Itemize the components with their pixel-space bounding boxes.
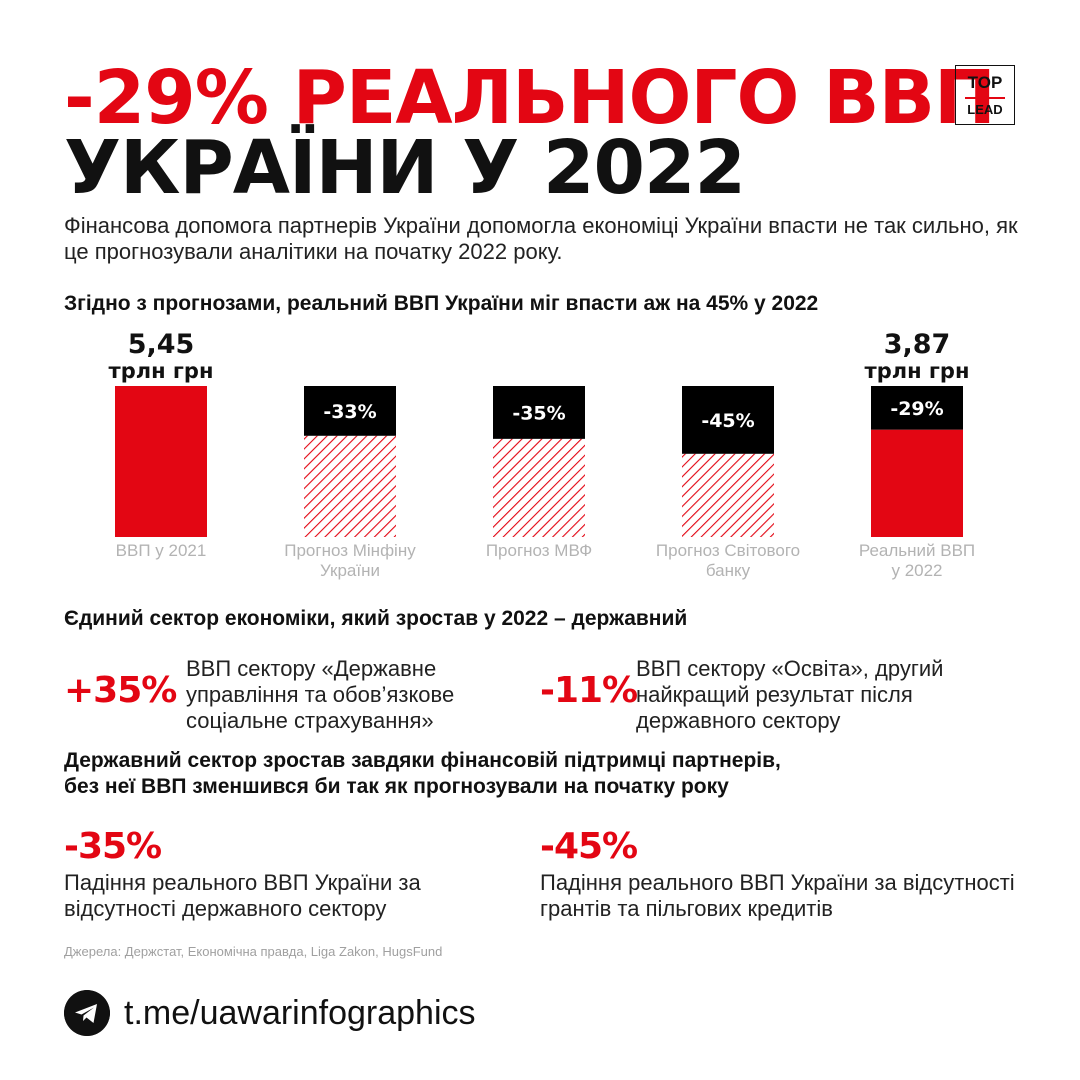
support-heading: Державний сектор зростав завдяки фінансо…	[64, 748, 781, 800]
change-label-3: -45%	[701, 410, 754, 432]
loss-bar-3	[682, 386, 774, 454]
chart-heading: Згідно з прогнозами, реальний ВВП Україн…	[64, 292, 819, 315]
sources-note: Джерела: Держстат, Економічна правда, Li…	[64, 944, 443, 959]
change-label-2: -35%	[512, 402, 565, 424]
telegram-link[interactable]: t.me/uawarinfographics	[124, 994, 476, 1032]
logo-top-text: TOP	[967, 73, 1003, 93]
stat-public-admin-text: ВВП сектору «Державне управління та обов…	[186, 656, 455, 733]
title-line-1: -29% РЕАЛЬНОГО ВВП	[64, 55, 996, 141]
value-bar-4	[871, 429, 963, 537]
category-label-0-0: ВВП у 2021	[116, 541, 207, 560]
logo-bottom-text: LEAD	[967, 101, 1003, 117]
stat-public-admin-value: +35%	[64, 670, 177, 711]
category-label-3-1: банку	[706, 561, 751, 580]
support-heading-line-1: Державний сектор зростав завдяки фінансо…	[64, 749, 781, 772]
value-bar-1	[304, 435, 396, 537]
total-value-0: 5,45	[128, 329, 195, 360]
loss-bar-1	[304, 386, 396, 436]
category-label-2-0: Прогноз МВФ	[486, 541, 592, 560]
stat-no-grants-text: Падіння реального ВВП України за відсутн…	[540, 870, 1015, 921]
value-bar-3	[682, 453, 774, 537]
stat-no-public-sector-text: Падіння реального ВВП України за відсутн…	[64, 870, 421, 921]
telegram-icon[interactable]	[64, 990, 110, 1036]
total-value-4: 3,87	[884, 329, 951, 360]
total-unit-4: трлн грн	[865, 359, 970, 383]
logo-divider	[965, 97, 1005, 99]
category-label-4-0: Реальний ВВП	[859, 541, 975, 560]
total-unit-0: трлн грн	[109, 359, 214, 383]
category-label-4-1: у 2022	[891, 561, 942, 580]
loss-bar-4	[871, 386, 963, 430]
stat-no-public-sector-value: -35%	[64, 826, 162, 867]
sector-heading: Єдиний сектор економіки, який зростав у …	[64, 607, 688, 630]
category-label-1-1: України	[320, 561, 380, 580]
value-bar-0	[115, 386, 207, 537]
change-label-1: -33%	[323, 401, 376, 423]
title-line-2: УКРАЇНИ У 2022	[64, 125, 746, 211]
stat-education-text: ВВП сектору «Освіта», другий найкращий р…	[636, 656, 944, 733]
stat-education-value: -11%	[540, 670, 638, 711]
value-bar-2	[493, 438, 585, 537]
loss-bar-2	[493, 386, 585, 439]
category-label-1-0: Прогноз Мінфіну	[284, 541, 416, 560]
category-label-3-0: Прогноз Світового	[656, 541, 800, 560]
support-heading-line-2: без неї ВВП зменшився би так як прогнозу…	[64, 775, 729, 798]
stat-no-grants-value: -45%	[540, 826, 638, 867]
toplead-logo: TOP LEAD	[955, 65, 1015, 125]
intro-text: Фінансова допомога партнерів України доп…	[64, 213, 1018, 264]
change-label-4: -29%	[890, 398, 943, 420]
